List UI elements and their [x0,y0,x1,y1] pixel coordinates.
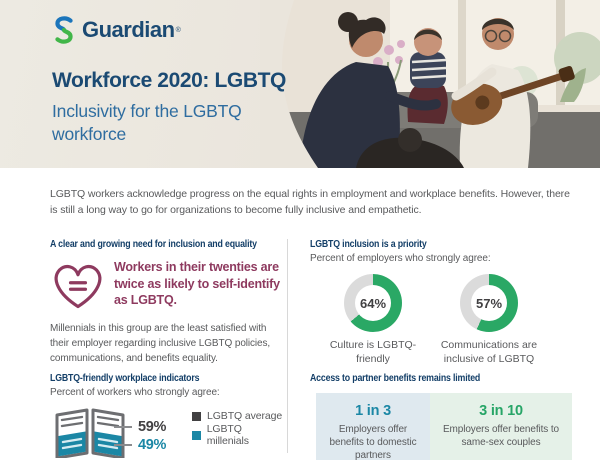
stat-box-group: 1 in 3 Employers offer benefits to domes… [316,393,572,460]
section-inclusion-need: A clear and growing need for inclusion a… [50,239,280,366]
guardian-g-icon [55,16,73,44]
donut-chart-culture: 64% Culture is LGBTQ-friendly [318,274,428,366]
stat-value-millennials: 49% [138,437,167,453]
intro-paragraph: LGBTQ workers acknowledge progress on th… [50,188,570,216]
section-subheading: Percent of employers who strongly agree: [310,253,491,264]
donut-caption: Communications are inclusive of LGBTQ [440,339,538,365]
open-book-icon [55,408,125,458]
section-workplace-indicators: LGBTQ-friendly workplace indicators Perc… [50,373,284,460]
section-partner-benefits: Access to partner benefits remains limit… [310,373,572,460]
legend-item-millennials: LGBTQ millenials [192,423,284,447]
section-heading: Access to partner benefits remains limit… [310,373,481,384]
section-inclusion-priority: LGBTQ inclusion is a priority Percent of… [310,239,572,366]
donut-ring: 64% [344,274,402,332]
section-heading: LGBTQ-friendly workplace indicators [50,373,200,384]
donut-value: 64% [359,295,387,311]
stat-box-same-sex-couples: 3 in 10 Employers offer benefits to same… [430,393,572,460]
donut-chart-communications: 57% Communications are inclusive of LGBT… [428,274,550,366]
legend-swatch-millennials [192,430,201,440]
page-subtitle: Inclusivity for the LGBTQ workforce [52,101,242,145]
section-heading: LGBTQ inclusion is a priority [310,239,427,250]
stat-average-row: 59% [114,419,166,435]
logo-wordmark: Guardian [82,17,175,42]
donut-caption: Culture is LGBTQ-friendly [329,339,417,365]
page-title: Workforce 2020: LGBTQ [52,69,286,92]
stat-value-average: 59% [138,419,167,435]
leader-line [114,426,132,428]
section-subheading: Percent of workers who strongly agree: [50,387,220,398]
chart-legend: LGBTQ average LGBTQ millenials [192,410,284,448]
legend-label: LGBTQ average [207,410,283,422]
stat-box-domestic-partners: 1 in 3 Employers offer benefits to domes… [316,393,430,460]
legend-item-average: LGBTQ average [192,410,284,422]
column-divider [287,239,288,453]
section-heading: A clear and growing need for inclusion a… [50,239,257,250]
registered-mark: ® [175,26,181,34]
family-photo [260,0,600,168]
stat-millennials-row: 49% [114,437,166,453]
heart-equality-icon [54,264,102,309]
stat-caption: Employers offer benefits to same-sex cou… [442,424,560,449]
leader-line [114,444,132,446]
callout-text: Workers in their twenties are twice as l… [113,260,280,307]
stat-value: 3 in 10 [479,403,523,419]
donut-value: 57% [475,295,503,311]
section-body-text: Millennials in this group are the least … [50,323,271,364]
guardian-logo: Guardian ® [52,16,181,44]
donut-chart-group: 64% Culture is LGBTQ-friendly 57% Commun… [310,274,572,366]
donut-ring: 57% [460,274,518,332]
stat-value: 1 in 3 [355,403,391,419]
book-fill-chart: 59% 49% LGBTQ average LGBTQ millenials [50,406,284,460]
legend-label: LGBTQ millenials [206,423,249,447]
stat-caption: Employers offer benefits to domestic par… [329,424,417,460]
header-banner: Guardian ® Workforce 2020: LGBTQ Inclusi… [0,0,600,168]
legend-swatch-average [192,411,201,421]
